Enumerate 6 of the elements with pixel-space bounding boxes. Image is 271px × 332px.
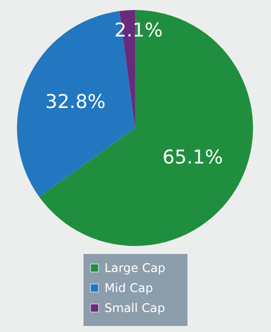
legend-label: Large Cap <box>104 261 166 275</box>
pie-slice <box>39 10 253 246</box>
data-label: 32.8% <box>45 91 106 114</box>
legend-label: Mid Cap <box>104 281 153 295</box>
legend-label: Small Cap <box>104 301 165 315</box>
data-label: 65.1% <box>162 146 223 169</box>
